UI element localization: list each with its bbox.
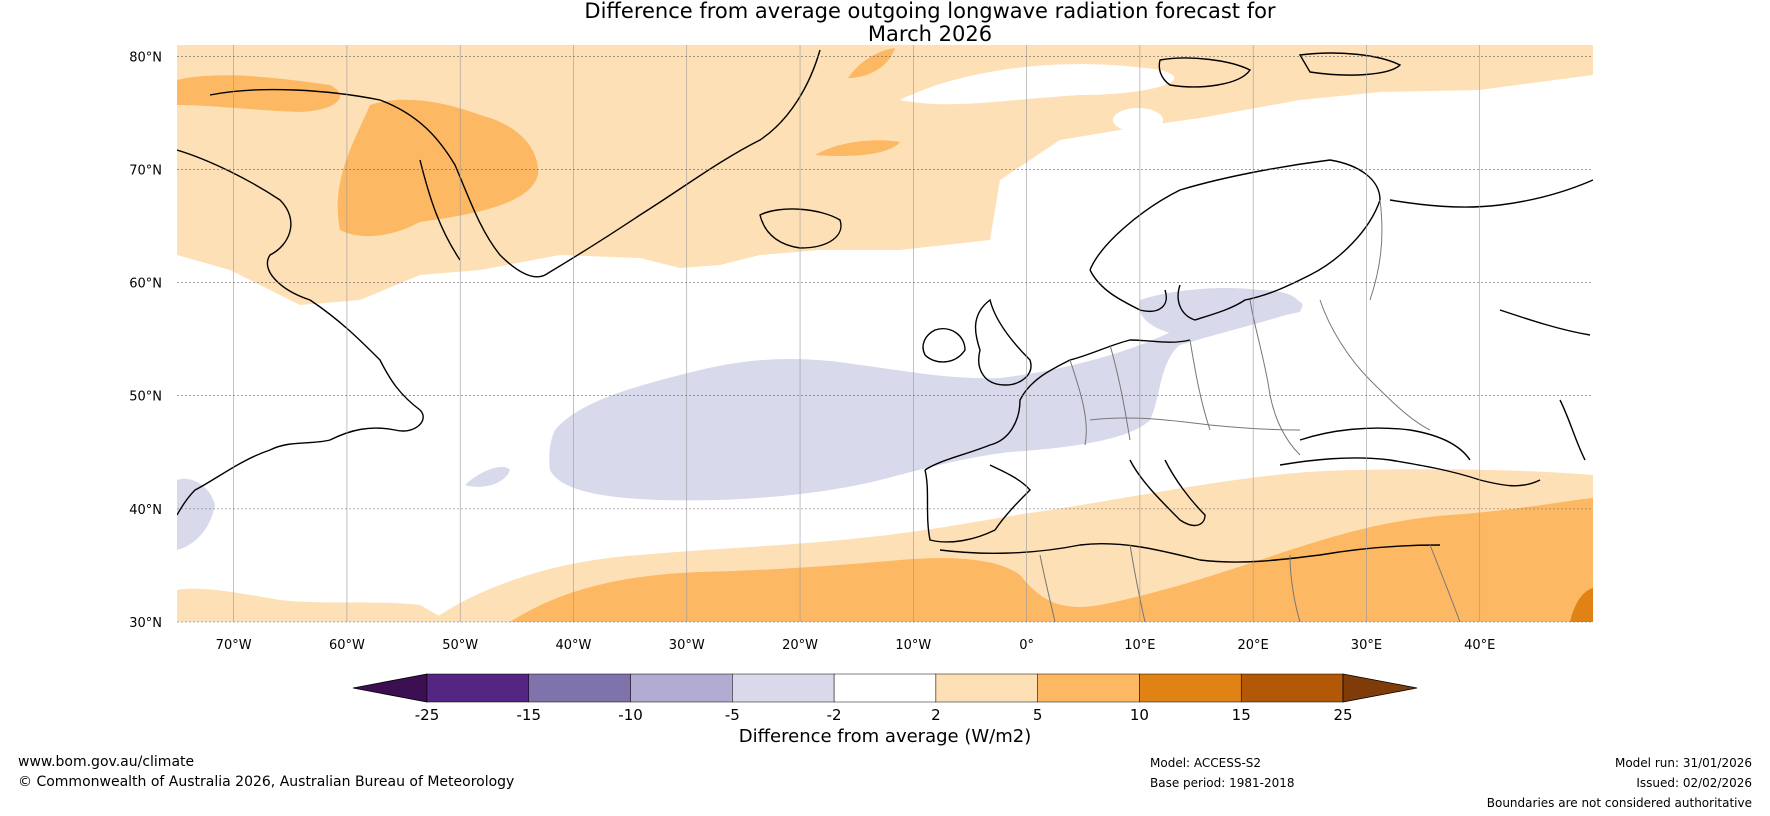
anomaly-gap-north [900, 64, 1175, 105]
latitude-label: 50°N [129, 390, 162, 405]
graticule [177, 45, 1593, 623]
anomaly-region-north-2to5 [177, 45, 1593, 305]
latitude-label: 70°N [129, 163, 162, 178]
title-line-1: Difference from average outgoing longwav… [584, 0, 1276, 23]
footer-copyright: © Commonwealth of Australia 2026, Austra… [18, 774, 515, 790]
longitude-label: 10°E [1124, 638, 1155, 653]
colorbar-bin [1139, 673, 1242, 703]
colorbar-bin [630, 673, 733, 703]
chart-title: Difference from average outgoing longwav… [0, 0, 1770, 46]
anomaly-region-small-neg [465, 466, 510, 487]
longitude-label: 50°W [442, 638, 478, 653]
colorbar-tick-label: -2 [827, 706, 842, 724]
anomaly-region-atlantic-neg-2to5 [549, 298, 1303, 501]
colorbar-extension-low [352, 673, 428, 703]
footer-disclaimer: Boundaries are not considered authoritat… [1486, 796, 1752, 810]
colorbar-bin [426, 673, 530, 703]
latitude-label: 30°N [129, 616, 162, 631]
anomaly-fields [177, 45, 1593, 622]
longitude-label: 0° [1019, 638, 1034, 653]
footer-model: Model: ACCESS-S2 [1150, 756, 1262, 770]
footer-base-period: Base period: 1981-2018 [1150, 776, 1295, 790]
latitude-labels: 80°N 70°N 60°N 50°N 40°N 30°N [129, 50, 162, 631]
longitude-label: 10°W [895, 638, 931, 653]
longitude-label: 40°E [1464, 638, 1495, 653]
colorbar-tick-label: -25 [415, 706, 440, 724]
colorbar-bin [1037, 673, 1140, 703]
colorbar-bin [1240, 673, 1344, 703]
latitude-label: 60°N [129, 277, 162, 292]
colorbar-bin [732, 673, 835, 703]
footer-website: www.bom.gov.au/climate [18, 754, 195, 770]
anomaly-gap-north-3 [1480, 75, 1593, 180]
longitude-labels: 70°W 60°W 50°W 40°W 30°W 20°W 10°W 0° 10°E 20°E 30… [216, 638, 1496, 653]
anomaly-region-arctic-small-2 [848, 48, 895, 78]
longitude-label: 60°W [329, 638, 365, 653]
longitude-label: 30°E [1351, 638, 1382, 653]
colorbar: -25 -15 -10 -5 -2 2 5 10 15 25 [352, 673, 1418, 724]
coastlines [177, 49, 1593, 563]
country-borders [1039, 199, 1461, 622]
colorbar-tick-label: -5 [725, 706, 740, 724]
title-line-2: March 2026 [867, 22, 993, 46]
colorbar-tick-label: 10 [1130, 706, 1149, 724]
latitude-label: 40°N [129, 503, 162, 518]
anomaly-region-south-2to5 [177, 588, 450, 622]
colorbar-tick-label: 5 [1033, 706, 1043, 724]
colorbar-bin [528, 673, 631, 703]
anomaly-region-arctic-small [815, 140, 900, 157]
longitude-label: 20°W [782, 638, 818, 653]
colorbar-tick-label: -10 [618, 706, 643, 724]
colorbar-tick-label: 15 [1232, 706, 1251, 724]
anomaly-region-arctic-5to10 [177, 75, 340, 112]
footer-issued: Issued: 02/02/2026 [1636, 776, 1752, 790]
anomaly-region-greenland-5to10 [337, 99, 539, 237]
colorbar-label: Difference from average (W/m2) [738, 726, 1032, 747]
colorbar-tick-label: 25 [1333, 706, 1352, 724]
longitude-label: 40°W [556, 638, 592, 653]
longitude-label: 20°E [1238, 638, 1269, 653]
colorbar-bin [935, 673, 1038, 703]
latitude-label: 80°N [129, 50, 162, 65]
colorbar-bin [833, 673, 937, 703]
colorbar-tick-label: 2 [931, 706, 941, 724]
anomaly-region-south-10to15 [1570, 588, 1593, 622]
colorbar-tick-label: -15 [517, 706, 542, 724]
anomaly-gap-north-2 [1113, 108, 1163, 132]
longitude-label: 30°W [669, 638, 705, 653]
anomaly-region-south-5to10 [510, 498, 1593, 622]
footer-model-run: Model run: 31/01/2026 [1614, 756, 1752, 770]
longitude-label: 70°W [216, 638, 252, 653]
anomaly-region-west-neg [177, 478, 215, 550]
colorbar-extension-high [1342, 673, 1418, 703]
